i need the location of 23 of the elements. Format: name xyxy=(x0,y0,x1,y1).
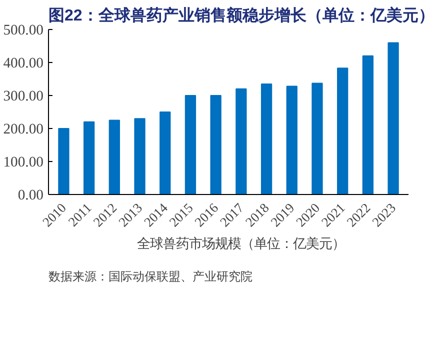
bar xyxy=(362,55,374,194)
source-note: 数据来源：国际动保联盟、产业研究院 xyxy=(48,270,252,284)
bar xyxy=(210,95,222,194)
y-tick-label: 400.00 xyxy=(3,56,44,72)
y-tick-label: 100.00 xyxy=(3,154,44,170)
y-tick-label: 500.00 xyxy=(3,22,44,38)
bar xyxy=(260,83,272,194)
bar xyxy=(108,120,120,194)
y-tick-label: 300.00 xyxy=(3,88,44,104)
bar xyxy=(83,121,95,194)
bar xyxy=(134,118,146,194)
y-tick-label: 0.00 xyxy=(18,188,44,204)
bar xyxy=(160,112,171,194)
text: 全球兽药市场规模（单位：亿美元） xyxy=(137,235,345,253)
bar xyxy=(388,42,399,194)
bar xyxy=(286,86,298,194)
bar xyxy=(184,95,196,194)
bar xyxy=(312,82,323,194)
chart-title: 图22：全球兽药产业销售额稳步增长（单位：亿美元） xyxy=(48,6,434,24)
bar xyxy=(337,68,348,194)
y-tick-label: 200.00 xyxy=(3,122,44,138)
bar xyxy=(236,88,247,194)
bar xyxy=(58,128,70,194)
